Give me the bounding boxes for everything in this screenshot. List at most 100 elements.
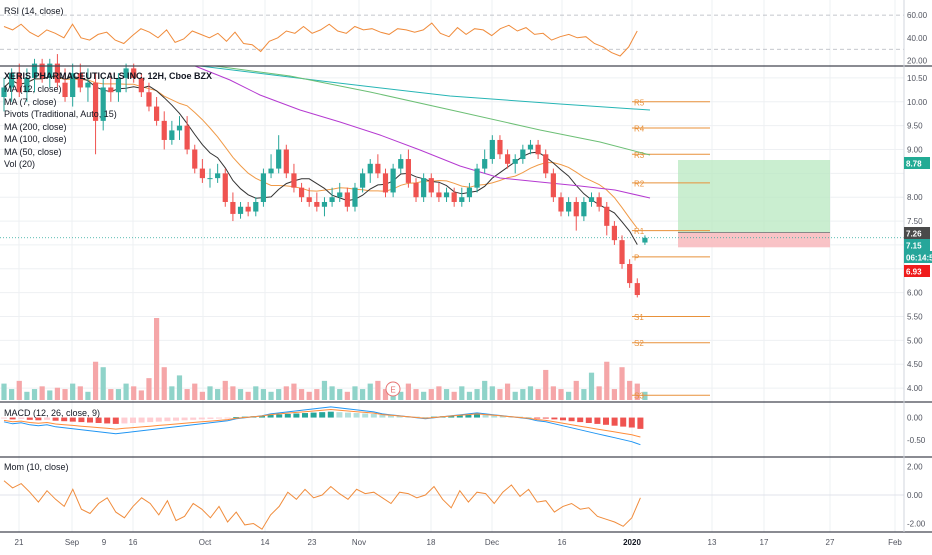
candle-body (131, 68, 137, 78)
candle-body (527, 144, 534, 150)
macd-histogram-bar (267, 414, 274, 418)
macd-histogram-bar (422, 417, 429, 419)
macd-histogram-bar (577, 417, 584, 423)
candle-body (100, 87, 106, 121)
pivot-label: S1 (634, 313, 644, 322)
candle-body (634, 283, 640, 296)
candle-body (146, 92, 152, 107)
macd-histogram-bar (388, 415, 394, 418)
time-axis: 21 Sep 9 16 Oct 14 23 Nov 18 Dec 16 2020 13 17 27 Feb (15, 538, 903, 547)
candle-body (215, 173, 221, 179)
price-tag (904, 251, 932, 263)
legend-item[interactable]: MA (7, close) (4, 96, 57, 107)
pivot-label: P (634, 253, 639, 262)
candle-body (314, 201, 320, 207)
candle-body (253, 201, 259, 212)
legend-item[interactable]: Pivots (Traditional, Auto, 15) (4, 109, 117, 119)
mom-title[interactable]: Mom (10, close) (4, 462, 69, 472)
macd-histogram-bar (370, 413, 377, 418)
candle-body (566, 201, 572, 212)
legend-item[interactable]: MA (50, close) (4, 146, 62, 157)
volume-bar (253, 386, 259, 400)
candle-body (344, 192, 350, 207)
macd-histogram-bar (353, 413, 360, 418)
candle-body (512, 159, 518, 164)
macd-histogram-bar (611, 417, 618, 426)
volume-bar (504, 383, 511, 400)
macd-histogram-bar (542, 417, 549, 419)
candle-body (1, 87, 7, 98)
volume-bar (154, 318, 160, 400)
legend-item[interactable]: MA (12, close) (4, 84, 62, 94)
macd-histogram-bar (78, 417, 85, 423)
symbol-title[interactable]: XERIS PHARMACEUTICALS INC, 12H, Cboe BZX (4, 71, 213, 81)
price-tag-label: 8.78 (906, 160, 922, 169)
candle-body (520, 149, 526, 160)
time-tick: 13 (708, 538, 717, 547)
volume-bar (558, 389, 564, 400)
volume-bar (39, 386, 45, 400)
volume-bar (222, 380, 228, 400)
earnings-marker (385, 381, 401, 397)
candle-body (611, 225, 617, 241)
volume-bar (588, 372, 595, 400)
macd-title[interactable]: MACD (12, 26, close, 9) (4, 408, 101, 418)
price-tags: 8.78 7.26 7.15 06:14:53 6.93 (904, 157, 932, 277)
macd-histogram-bar (585, 417, 592, 423)
macd-histogram-bar (61, 417, 68, 422)
volume-bar (47, 390, 53, 400)
volume-bar (161, 367, 167, 400)
legend-item[interactable]: Vol (20) (4, 159, 36, 169)
candle-body (535, 144, 541, 155)
candle-body (291, 173, 297, 188)
volume-bar (169, 386, 175, 400)
volume-bar (619, 367, 625, 400)
candle-body (184, 125, 190, 150)
macd-tick: -0.50 (907, 436, 926, 445)
candle-body (489, 139, 495, 160)
macd-histogram-bar (1, 417, 7, 419)
macd-histogram-bar (52, 417, 59, 421)
macd-histogram-bar (327, 411, 334, 418)
rsi-title[interactable]: RSI (14, close) (4, 6, 64, 16)
volume-bar (642, 391, 648, 400)
candle-body (245, 206, 251, 212)
volume-bar (329, 386, 335, 400)
time-tick: Dec (485, 538, 499, 547)
candle-body (581, 201, 587, 217)
candle-body (413, 182, 419, 198)
volume-bar (70, 383, 76, 400)
price-tick: 5.00 (907, 336, 923, 345)
volume-bar (85, 391, 91, 400)
candle-body (573, 201, 579, 217)
rsi-tick: 60.00 (907, 11, 928, 20)
macd-histogram-bar (345, 412, 351, 418)
macd-histogram-bar (9, 417, 16, 420)
candle-body (405, 159, 411, 183)
macd-histogram-bar (482, 414, 489, 418)
moving-averages (3, 65, 651, 245)
price-tick: 10.00 (907, 98, 928, 107)
macd-histogram-bar (155, 417, 162, 422)
candle-body (154, 106, 160, 121)
volume-bar (482, 380, 488, 400)
macd-histogram-bar (207, 417, 214, 419)
macd-histogram-bar (35, 417, 42, 421)
candle-body (382, 173, 389, 193)
time-tick: Nov (352, 538, 366, 547)
volume-bar (375, 380, 381, 400)
mom-line (3, 480, 641, 530)
legend-item[interactable]: MA (200, close) (4, 121, 67, 132)
price-tag-label: 06:14:53 (906, 254, 932, 263)
legend-item[interactable]: MA (100, close) (4, 134, 67, 144)
candle-body (337, 192, 343, 198)
candle-body (329, 197, 335, 202)
rsi-pane (0, 14, 904, 57)
volume-bar (520, 389, 526, 400)
macd-histogram-bar (216, 417, 222, 419)
macd-histogram-bar (293, 413, 300, 418)
macd-histogram-bar (69, 417, 76, 422)
volume-bar (199, 391, 205, 400)
macd-histogram-bar (233, 417, 240, 419)
